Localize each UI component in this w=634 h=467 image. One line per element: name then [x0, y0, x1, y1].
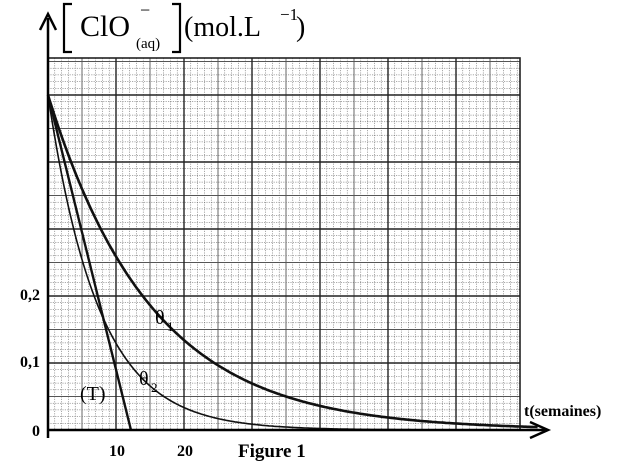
series-label-theta-2-index: 2 [151, 380, 158, 395]
series-label-theta-1-symbol: θ [155, 307, 165, 329]
y-label-unit-close: ) [296, 12, 305, 43]
left-bracket [62, 2, 72, 54]
y-label-species-state: (aq) [136, 36, 160, 52]
y-label-species: ClO [80, 10, 130, 43]
y-label-species-charge: − [140, 0, 150, 20]
figure-caption: Figure 1 [238, 441, 306, 462]
series-label-theta-1: θ 1 [155, 307, 174, 334]
series-label-theta-1-index: 1 [167, 319, 174, 334]
y-label-unit-exponent: −1 [280, 5, 298, 24]
chart-axes [38, 11, 552, 440]
tick-label-y-0-2: 0,2 [20, 287, 40, 304]
tangent-label: (T) [80, 383, 106, 405]
series-label-theta-2-symbol: θ [139, 368, 149, 390]
series-label-theta-2: θ 2 [139, 368, 158, 395]
series-line-theta-1 [46, 94, 538, 429]
grid-minor-lines [48, 58, 520, 430]
y-axis-label: ClO − (aq) (mol.L −1 ) [62, 0, 305, 54]
tick-label-x-10: 10 [109, 443, 125, 460]
tick-label-x-0: 0 [32, 423, 40, 440]
right-bracket [172, 2, 182, 54]
x-axis-label: t(semaines) [524, 403, 601, 420]
y-axis-arrow [38, 11, 58, 31]
x-axis-arrow [529, 420, 552, 440]
tick-label-x-20: 20 [177, 443, 193, 460]
y-label-unit: (mol.L [184, 12, 261, 43]
tick-label-y-0-1: 0,1 [20, 354, 40, 371]
tangent-line [46, 94, 133, 431]
